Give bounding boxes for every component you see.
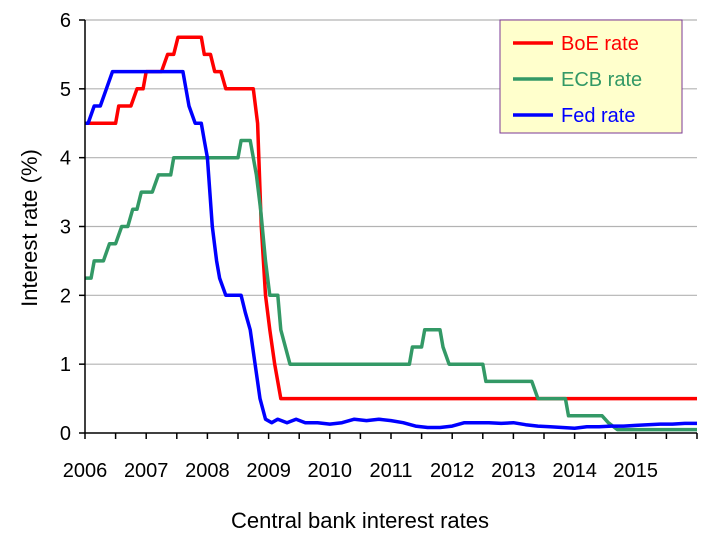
x-tick-label-8: 2014	[552, 460, 597, 482]
y-tick-label-6: 6	[60, 10, 71, 32]
legend-label-1: ECB rate	[561, 69, 642, 91]
y-tick-label-2: 2	[60, 285, 71, 307]
x-tick-label-5: 2011	[369, 460, 412, 482]
legend-label-0: BoE rate	[561, 33, 639, 55]
x-tick-labels: 2006 2007 2008 2009 2010 2011 2012 2013 2014 2015	[63, 460, 658, 482]
series-line-fed-rate	[85, 69, 697, 430]
y-tick-label-3: 3	[60, 217, 71, 239]
series-line-ecb-rate	[85, 138, 697, 432]
x-tick-label-0: 2006	[63, 460, 108, 482]
legend-label-2: Fed rate	[561, 105, 635, 127]
legend: BoE rate ECB rate Fed rate	[499, 19, 683, 134]
x-tick-label-6: 2012	[430, 460, 475, 482]
y-tick-label-5: 5	[60, 79, 71, 101]
series-lines	[85, 35, 697, 432]
y-tick-labels: 0 1 2 3 4 5 6	[60, 10, 71, 445]
axes	[79, 19, 698, 439]
y-tick-label-0: 0	[60, 423, 71, 445]
x-tick-label-3: 2009	[246, 460, 291, 482]
y-tick-label-4: 4	[60, 148, 71, 170]
x-tick-label-4: 2010	[308, 460, 353, 482]
x-axis-title: Central bank interest rates	[231, 508, 489, 533]
x-tick-label-9: 2015	[614, 460, 659, 482]
x-tick-label-7: 2013	[491, 460, 536, 482]
series-line-boe-rate	[85, 35, 697, 401]
y-tick-label-1: 1	[60, 354, 71, 376]
x-tick-label-2: 2008	[185, 460, 230, 482]
y-axis-title: Interest rate (%)	[17, 149, 42, 307]
x-tick-label-1: 2007	[124, 460, 169, 482]
